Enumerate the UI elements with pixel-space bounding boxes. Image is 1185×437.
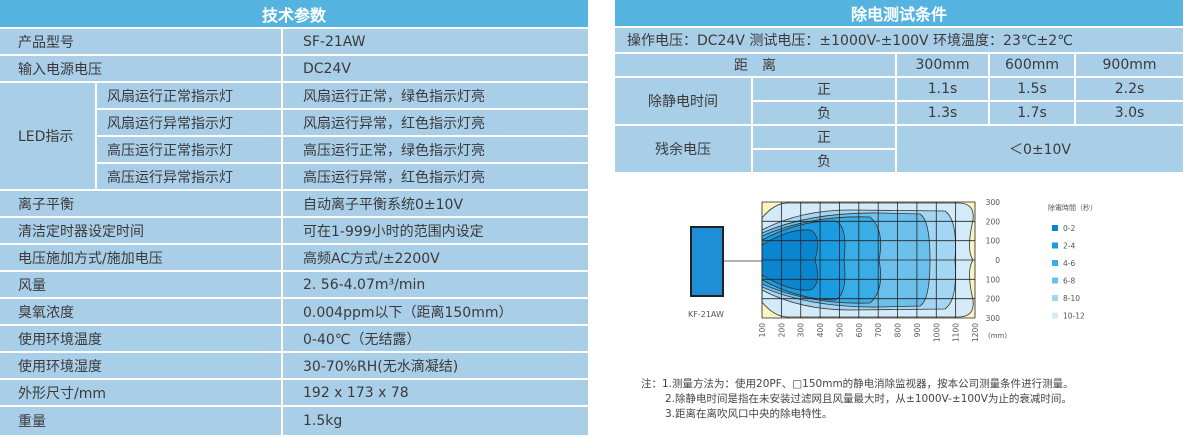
- tech-spec-table: 技术参数 产品型号 SF-21AW 输入电源电压 DC24V LED指示 风扇运行正常…: [0, 0, 590, 437]
- time-value: 1.5s: [990, 78, 1076, 102]
- legend-label: 6-8: [1063, 277, 1075, 286]
- legend-swatch: [1052, 277, 1058, 284]
- legend-label: 8-10: [1063, 294, 1080, 303]
- spec-label: 风扇运行正常指示灯: [97, 83, 283, 110]
- spec-label: 电压施加方式/施加电压: [0, 245, 283, 272]
- spec-label: 产品型号: [0, 29, 283, 56]
- tech-spec-title: 技术参数: [0, 0, 590, 29]
- spec-label: 使用环境湿度: [0, 353, 283, 380]
- test-conditions-title: 除电测试条件: [615, 0, 1185, 28]
- positive-label: 正: [753, 126, 897, 150]
- legend-label: 2-4: [1063, 242, 1075, 251]
- y-tick-label: 300: [986, 314, 1001, 323]
- test-conditions-table: 除电测试条件 操作电压：DC24V 测试电压：±1000V-±100V 环境温度…: [615, 0, 1185, 174]
- x-tick-label: 800: [894, 323, 903, 338]
- legend-swatch: [1052, 242, 1058, 249]
- legend-swatch: [1052, 260, 1058, 266]
- y-tick-label: 300: [986, 198, 1001, 207]
- legend-title: 除電時間（秒）: [1048, 203, 1097, 212]
- spec-label: 高压运行正常指示灯: [97, 137, 283, 164]
- time-value: 1.3s: [897, 102, 990, 126]
- x-tick-label: 200: [777, 323, 786, 338]
- residual-voltage-value: ＜0±10V: [897, 126, 1185, 174]
- time-value: 2.2s: [1076, 78, 1185, 102]
- legend-swatch: [1052, 295, 1058, 301]
- spec-value: SF-21AW: [283, 29, 590, 56]
- led-group-label: LED指示: [0, 83, 97, 191]
- spec-label: 臭氧浓度: [0, 299, 283, 326]
- legend-swatch: [1052, 225, 1058, 231]
- spec-value: DC24V: [283, 56, 590, 83]
- negative-label: 负: [753, 102, 897, 126]
- x-tick-label: 600: [855, 323, 864, 338]
- note-3: 3.距离在离吹风口中央的除电特性。: [665, 408, 833, 420]
- spec-value: 风扇运行正常，绿色指示灯亮: [283, 83, 590, 110]
- spec-label: 风扇运行异常指示灯: [97, 110, 283, 137]
- spec-label: 外形尺寸/mm: [0, 380, 283, 407]
- x-tick-label: 1000: [932, 323, 941, 342]
- x-tick-label: 400: [816, 323, 825, 338]
- x-tick-label: 1200: [971, 323, 980, 342]
- x-tick-label: 500: [835, 323, 844, 338]
- spec-value: 高压运行异常，红色指示灯亮: [283, 164, 590, 191]
- x-tick-label: 100: [758, 323, 767, 338]
- legend-label: 4-6: [1063, 259, 1075, 268]
- y-tick-label: 100: [986, 237, 1001, 246]
- time-value: 3.0s: [1076, 102, 1185, 126]
- time-value: 1.7s: [990, 102, 1076, 126]
- spec-value: 高压运行正常，绿色指示灯亮: [283, 137, 590, 164]
- spec-label: 离子平衡: [0, 191, 283, 218]
- spec-value: 0.004ppm以下（距离150mm）: [283, 299, 590, 326]
- positive-label: 正: [753, 78, 897, 102]
- spec-label: 高压运行异常指示灯: [97, 164, 283, 191]
- note-1: 注：1.测量方法为：使用20PF、□150mm的静电消除监视器，按本公司测量条件…: [641, 378, 1074, 390]
- distance-value: 900mm: [1076, 54, 1185, 78]
- discharge-time-label: 除静电时间: [615, 78, 753, 126]
- legend-label: 0-2: [1063, 224, 1075, 233]
- time-value: 1.1s: [897, 78, 990, 102]
- x-tick-label: 300: [797, 323, 806, 338]
- y-tick-label: 100: [986, 275, 1001, 284]
- spec-label: 输入电源电压: [0, 56, 283, 83]
- spec-value: 风扇运行异常，红色指示灯亮: [283, 110, 590, 137]
- y-tick-label: 0: [995, 256, 1000, 265]
- x-tick-label: 1100: [952, 323, 961, 342]
- notes: 注：1.测量方法为：使用20PF、□150mm的静电消除监视器，按本公司测量条件…: [641, 377, 1074, 422]
- spec-value: 0-40℃（无结露）: [283, 326, 590, 353]
- note-2: 2.除静电时间是指在未安装过滤网且风量最大时，从±1000V-±100V为止的衰…: [665, 393, 1072, 405]
- legend-swatch: [1052, 312, 1058, 319]
- distance-value: 300mm: [897, 54, 990, 78]
- y-tick-label: 200: [986, 217, 1001, 226]
- y-tick-label: 200: [986, 295, 1001, 304]
- spec-value: 192 x 173 x 78: [283, 380, 590, 407]
- x-tick-label: 900: [913, 323, 922, 338]
- device-label: KF-21AW: [688, 310, 724, 319]
- x-unit-label: (mm): [988, 332, 1007, 340]
- spec-value: 自动离子平衡系统0±10V: [283, 191, 590, 218]
- device-box: [690, 226, 724, 297]
- spec-value: 30-70%RH(无水滴凝结): [283, 353, 590, 380]
- distance-label: 距 离: [615, 54, 897, 78]
- spec-value: 可在1-999小时的范围内设定: [283, 218, 590, 245]
- spec-value: 高频AC方式/±2200V: [283, 245, 590, 272]
- distance-value: 600mm: [990, 54, 1076, 78]
- spec-label: 风量: [0, 272, 283, 299]
- spec-value: 2. 56-4.07m³/min: [283, 272, 590, 299]
- residual-voltage-label: 残余电压: [615, 126, 753, 174]
- conditions-text: 操作电压：DC24V 测试电压：±1000V-±100V 环境温度：23℃±2℃: [615, 28, 1185, 54]
- spec-label: 使用环境温度: [0, 326, 283, 353]
- spec-label: 重量: [0, 407, 283, 437]
- spec-value: 1.5kg: [283, 407, 590, 437]
- contour-plot: [761, 201, 976, 319]
- x-tick-label: 700: [874, 323, 883, 338]
- negative-label: 负: [753, 150, 897, 174]
- legend-label: 10-12: [1063, 312, 1085, 321]
- spec-label: 清洁定时器设定时间: [0, 218, 283, 245]
